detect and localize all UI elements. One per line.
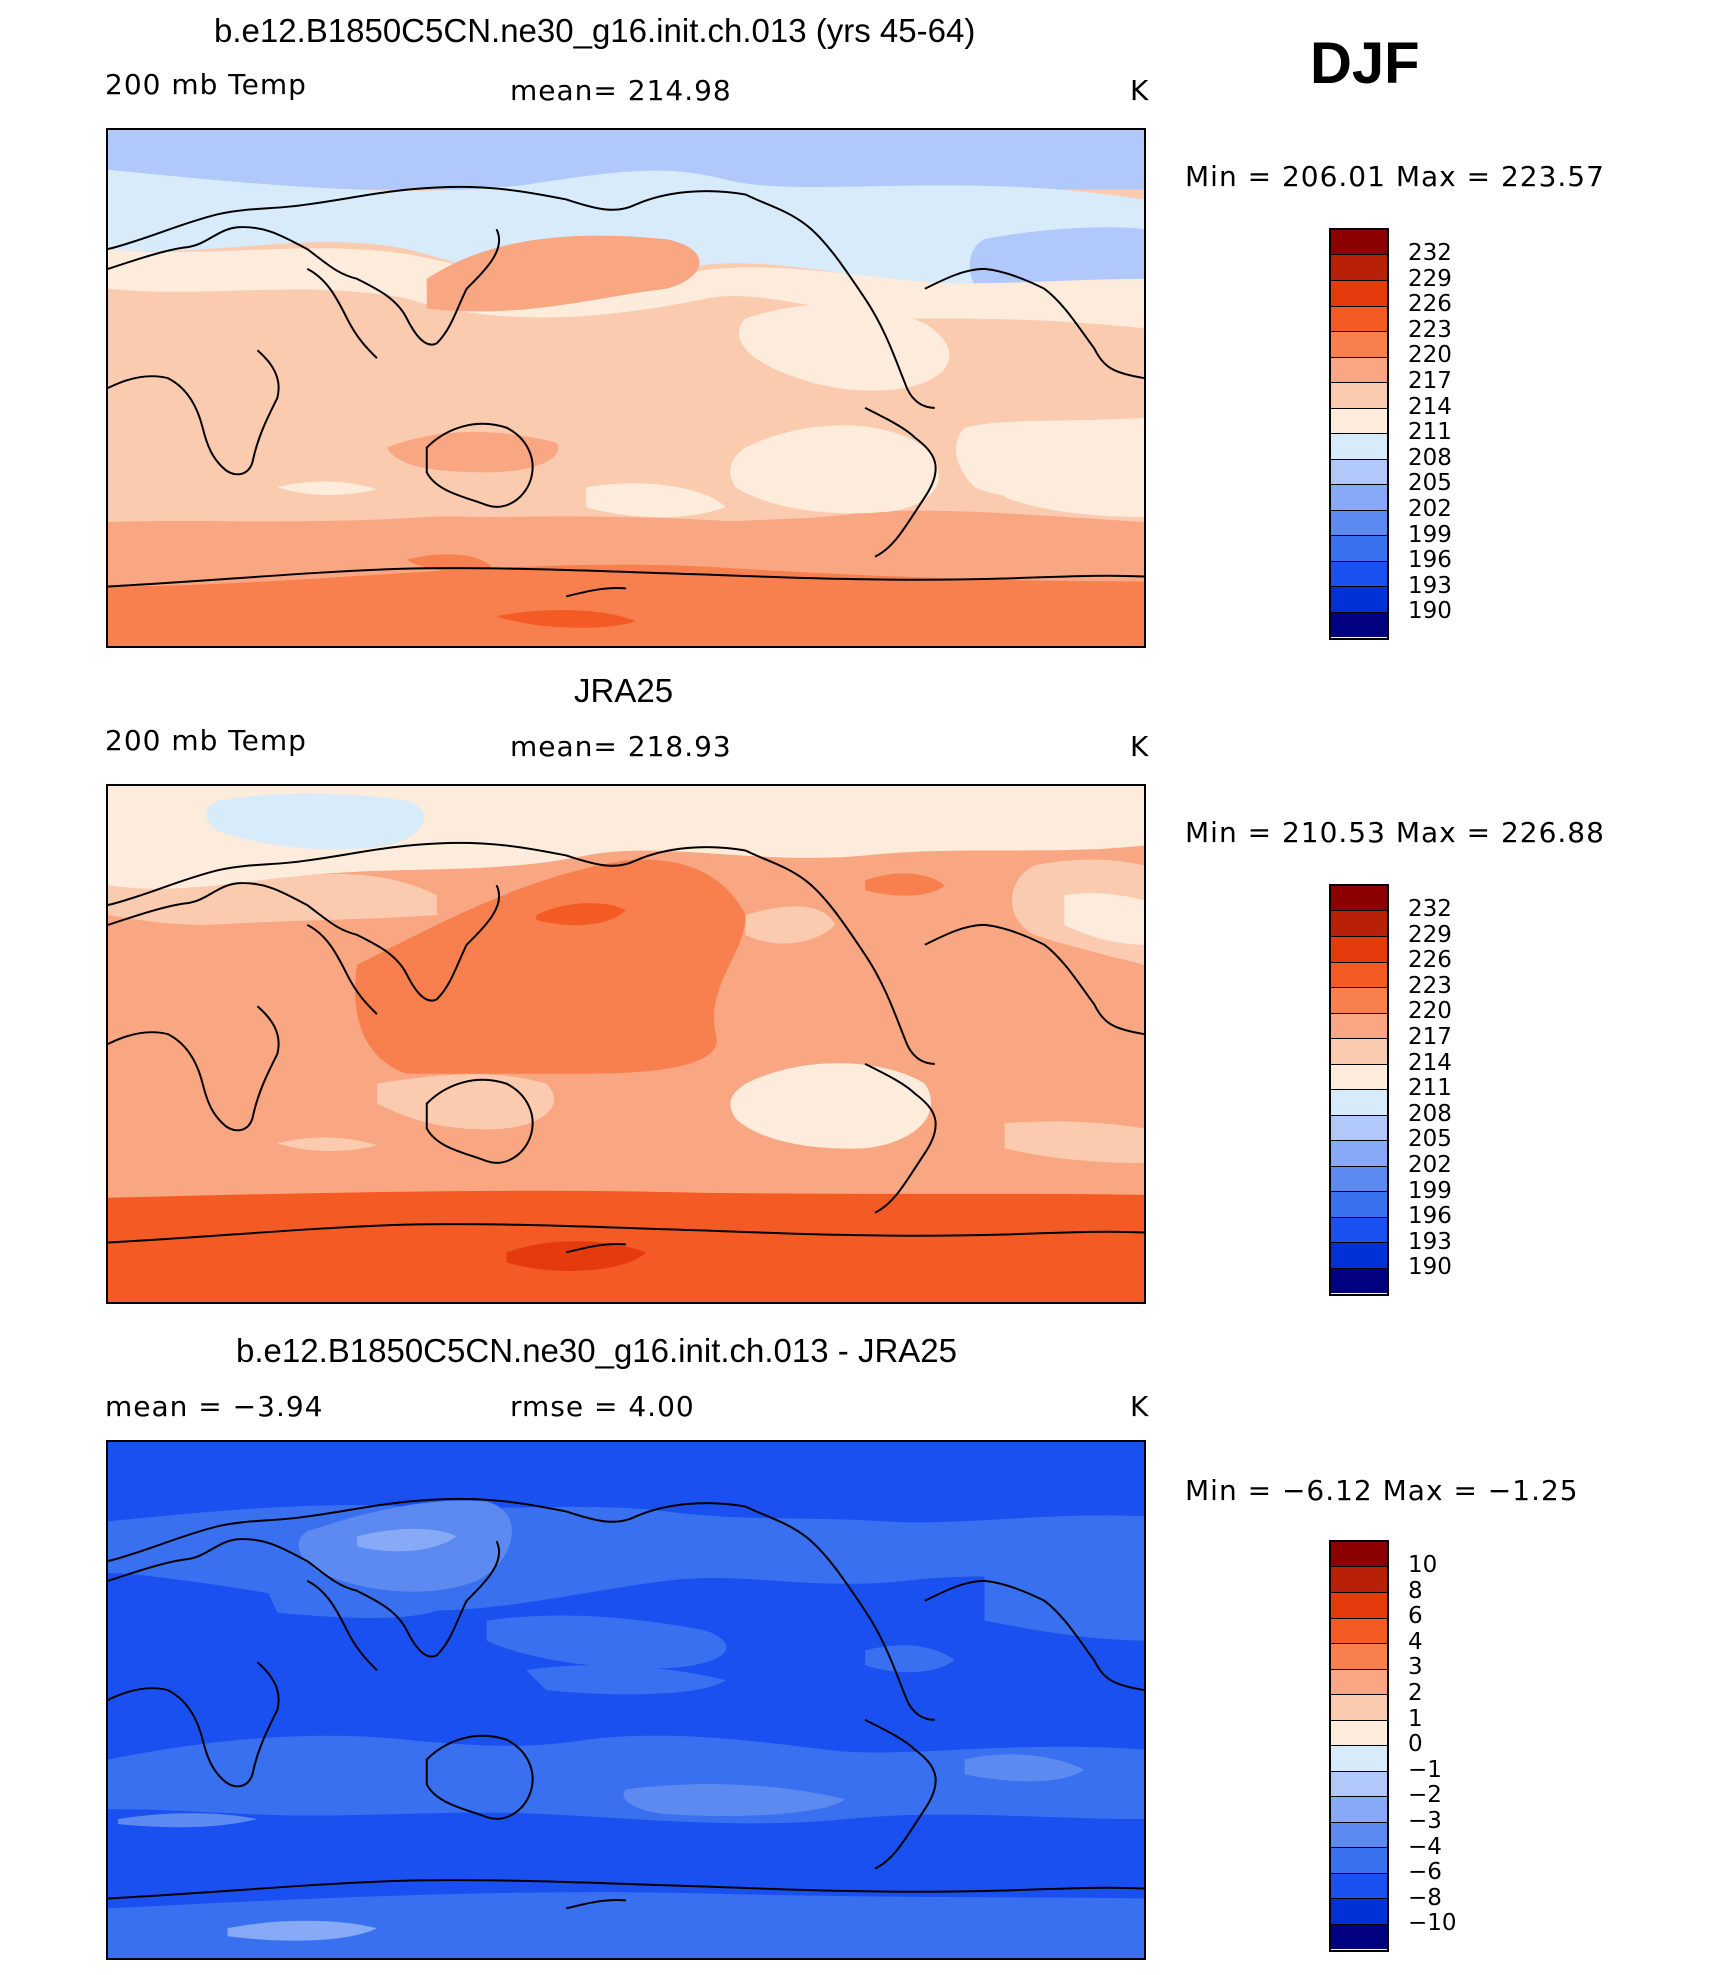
colorbar-label: 223 (1408, 316, 1452, 343)
panel-3-minmax-label: Min = −6.12 Max = −1.25 (1185, 1474, 1579, 1507)
panel-2-variable-label: 200 mb Temp (105, 724, 307, 757)
colorbar-label: 3 (1408, 1654, 1423, 1681)
colorbar-label: −6 (1408, 1859, 1442, 1886)
colorbar-label: −1 (1408, 1756, 1442, 1783)
colorbar-label: 1 (1408, 1705, 1423, 1732)
panel-3-contour-field (108, 1442, 1144, 1958)
panel-2-colorbar (1329, 884, 1389, 1296)
colorbar-label: 208 (1408, 1100, 1452, 1127)
panel-1-colorbar (1329, 228, 1389, 640)
colorbar-label: 214 (1408, 1049, 1452, 1076)
colorbar-label: 217 (1408, 368, 1452, 394)
panel-3-title: b.e12.B1850C5CN.ne30_g16.init.ch.013 - J… (236, 1332, 957, 1369)
panel-3-coastlines (108, 1497, 1144, 1910)
panel-1-mean-label: mean= 214.98 (510, 74, 732, 107)
panel-2-coastlines (108, 841, 1144, 1254)
colorbar-label: 4 (1408, 1628, 1423, 1655)
colorbar-label: 199 (1408, 521, 1452, 548)
colorbar-label: 211 (1408, 1075, 1452, 1102)
panel-2-minmax-label: Min = 210.53 Max = 226.88 (1185, 816, 1605, 849)
colorbar-label: 193 (1408, 1228, 1452, 1255)
panel-1-map (106, 128, 1146, 648)
colorbar-label: 0 (1408, 1731, 1423, 1758)
colorbar-label: −10 (1408, 1910, 1457, 1937)
colorbar-label: 220 (1408, 342, 1452, 369)
panel-3-rmse-label: rmse = 4.00 (510, 1390, 695, 1423)
colorbar-label: −4 (1408, 1833, 1442, 1860)
colorbar-label: 190 (1408, 598, 1452, 625)
colorbar-label: −3 (1408, 1808, 1442, 1834)
panel-2-contour-field (108, 786, 1144, 1302)
panel-1-units-label: K (1130, 74, 1150, 107)
colorbar-label: 205 (1408, 470, 1452, 497)
colorbar-label: 196 (1408, 547, 1452, 574)
colorbar-label: 10 (1408, 1552, 1438, 1578)
colorbar-label: 190 (1408, 1254, 1452, 1281)
panel-3-mean-label: mean = −3.94 (105, 1390, 324, 1423)
colorbar-label: 229 (1408, 921, 1452, 948)
panel-3-map (106, 1440, 1146, 1960)
colorbar-label: 8 (1408, 1577, 1423, 1604)
panel-1-contour-field (108, 130, 1144, 646)
season-label: DJF (1310, 31, 1420, 96)
colorbar-label: 193 (1408, 572, 1452, 599)
colorbar-label: −8 (1408, 1884, 1442, 1911)
panel-3-units-label: K (1130, 1390, 1150, 1423)
panel-2-map (106, 784, 1146, 1304)
colorbar-label: 232 (1408, 896, 1452, 922)
panel-2-units-label: K (1130, 730, 1150, 763)
colorbar-label: 202 (1408, 1152, 1452, 1178)
colorbar-label: 199 (1408, 1177, 1452, 1204)
colorbar-label: 226 (1408, 291, 1452, 318)
colorbar-label: 208 (1408, 444, 1452, 471)
colorbar-label: 220 (1408, 998, 1452, 1025)
panel-1-title: b.e12.B1850C5CN.ne30_g16.init.ch.013 (yr… (214, 12, 976, 49)
panel-3-colorbar (1329, 1540, 1389, 1952)
colorbar-label: −2 (1408, 1782, 1442, 1809)
colorbar-label: 205 (1408, 1126, 1452, 1153)
colorbar-label: 223 (1408, 972, 1452, 999)
colorbar-label: 211 (1408, 419, 1452, 446)
colorbar-label: 217 (1408, 1024, 1452, 1050)
panel-2-mean-label: mean= 218.93 (510, 730, 732, 763)
colorbar-label: 232 (1408, 240, 1452, 266)
panel-1-coastlines (108, 185, 1144, 598)
colorbar-label: 214 (1408, 393, 1452, 420)
colorbar-label: 196 (1408, 1203, 1452, 1230)
panel-1-minmax-label: Min = 206.01 Max = 223.57 (1185, 160, 1605, 193)
colorbar-label: 226 (1408, 947, 1452, 974)
panel-2-title: JRA25 (574, 672, 674, 709)
colorbar-label: 229 (1408, 265, 1452, 292)
colorbar-label: 202 (1408, 496, 1452, 522)
panel-1-variable-label: 200 mb Temp (105, 68, 307, 101)
colorbar-label: 2 (1408, 1680, 1423, 1706)
colorbar-label: 6 (1408, 1603, 1423, 1630)
